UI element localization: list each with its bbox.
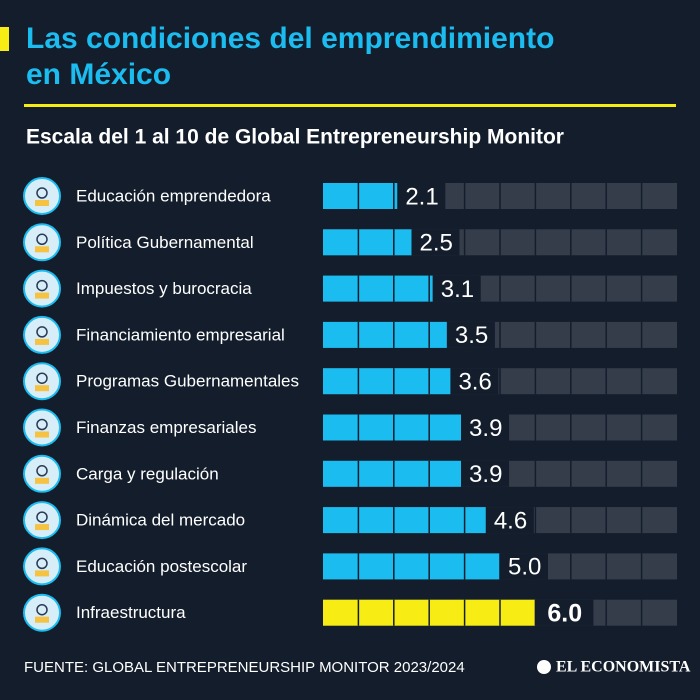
category-icon (23, 547, 61, 586)
value-label-bg (461, 414, 510, 441)
bar (323, 229, 412, 256)
icon-glyph (35, 246, 49, 253)
value-label-bg (446, 321, 495, 348)
value-label-bg (432, 275, 481, 302)
icon-glyph (36, 465, 48, 477)
icon-glyph (36, 279, 48, 292)
icon-glyph (35, 385, 49, 392)
category-icon (23, 362, 61, 401)
icon-glyph (35, 292, 49, 299)
category-icon (23, 177, 61, 215)
category-label: Dinámica del mercado (76, 511, 245, 530)
icon-circle (23, 362, 61, 401)
bar (323, 507, 486, 534)
brand: EL ECONOMISTA (556, 659, 691, 676)
value-label: 2.5 (420, 230, 453, 257)
category-icon (23, 223, 61, 262)
icon-glyph (35, 431, 49, 438)
icon-glyph (35, 570, 49, 577)
category-icon (23, 315, 61, 354)
category-icon (23, 593, 61, 632)
brand-logo (537, 660, 551, 674)
bar (323, 460, 462, 487)
category-label: Educación postescolar (76, 557, 247, 576)
value-label: 3.6 (458, 369, 491, 396)
bar (323, 275, 433, 302)
title-accent (0, 27, 9, 51)
chart-title: Las condiciones del emprendimiento en Méx… (26, 22, 554, 91)
title-line: Las condiciones del emprendimiento (26, 22, 554, 55)
source: FUENTE: GLOBAL ENTREPRENEURSHIP MONITOR … (24, 659, 465, 676)
category-label: Finanzas empresariales (76, 418, 256, 437)
icon-circle (23, 223, 61, 262)
icon-circle (23, 177, 61, 215)
category-label: Política Gubernamental (76, 233, 254, 252)
icon-glyph (36, 372, 48, 384)
icon-circle (23, 315, 61, 354)
value-label-bg (411, 229, 460, 256)
title-line: en México (26, 58, 171, 91)
bar (323, 321, 447, 348)
value-label: 3.9 (469, 461, 502, 488)
icon-glyph (35, 616, 49, 623)
value-label-bg (485, 507, 534, 534)
value-label-bg (450, 368, 499, 395)
icon-glyph (35, 200, 49, 206)
category-label: Carga y regulación (76, 464, 219, 483)
icon-circle (23, 269, 61, 308)
icon-glyph (36, 418, 48, 431)
bar (323, 183, 398, 209)
value-label: 3.9 (469, 415, 502, 442)
category-icon (23, 269, 61, 308)
category-label: Educación emprendedora (76, 186, 271, 205)
value-label: 2.1 (405, 183, 438, 210)
category-label: Infraestructura (76, 603, 186, 622)
icon-circle (23, 408, 61, 447)
icon-glyph (36, 557, 48, 570)
icon-circle (23, 501, 61, 540)
icon-circle (23, 547, 61, 586)
value-label-bg (535, 599, 594, 626)
icon-circle (23, 593, 61, 632)
value-label-bg (397, 183, 446, 209)
icon-glyph (36, 511, 48, 523)
value-label: 4.6 (494, 507, 527, 534)
bar (323, 553, 500, 580)
category-icon (23, 408, 61, 447)
category-label: Impuestos y burocracia (76, 279, 252, 298)
value-label: 5.0 (508, 554, 541, 581)
icon-glyph (35, 477, 49, 484)
icon-circle (23, 454, 61, 493)
title-rule (24, 104, 676, 107)
icon-glyph (36, 603, 48, 616)
value-label-bg (500, 553, 548, 580)
icon-glyph (35, 524, 49, 531)
category-icon (23, 454, 61, 493)
chart-subtitle: Escala del 1 al 10 de Global Entrepreneu… (26, 126, 564, 149)
value-label-bg (461, 460, 510, 487)
value-label: 6.0 (547, 599, 582, 627)
icon-glyph (36, 187, 48, 199)
bar (323, 368, 451, 395)
icon-glyph (35, 338, 49, 345)
category-label: Programas Gubernamentales (76, 372, 299, 391)
icon-glyph (36, 326, 48, 338)
category-icon (23, 501, 61, 540)
bar (323, 414, 462, 441)
value-label: 3.5 (455, 322, 488, 349)
category-label: Financiamiento empresarial (76, 325, 285, 344)
value-label: 3.1 (441, 276, 474, 303)
icon-glyph (36, 233, 48, 246)
